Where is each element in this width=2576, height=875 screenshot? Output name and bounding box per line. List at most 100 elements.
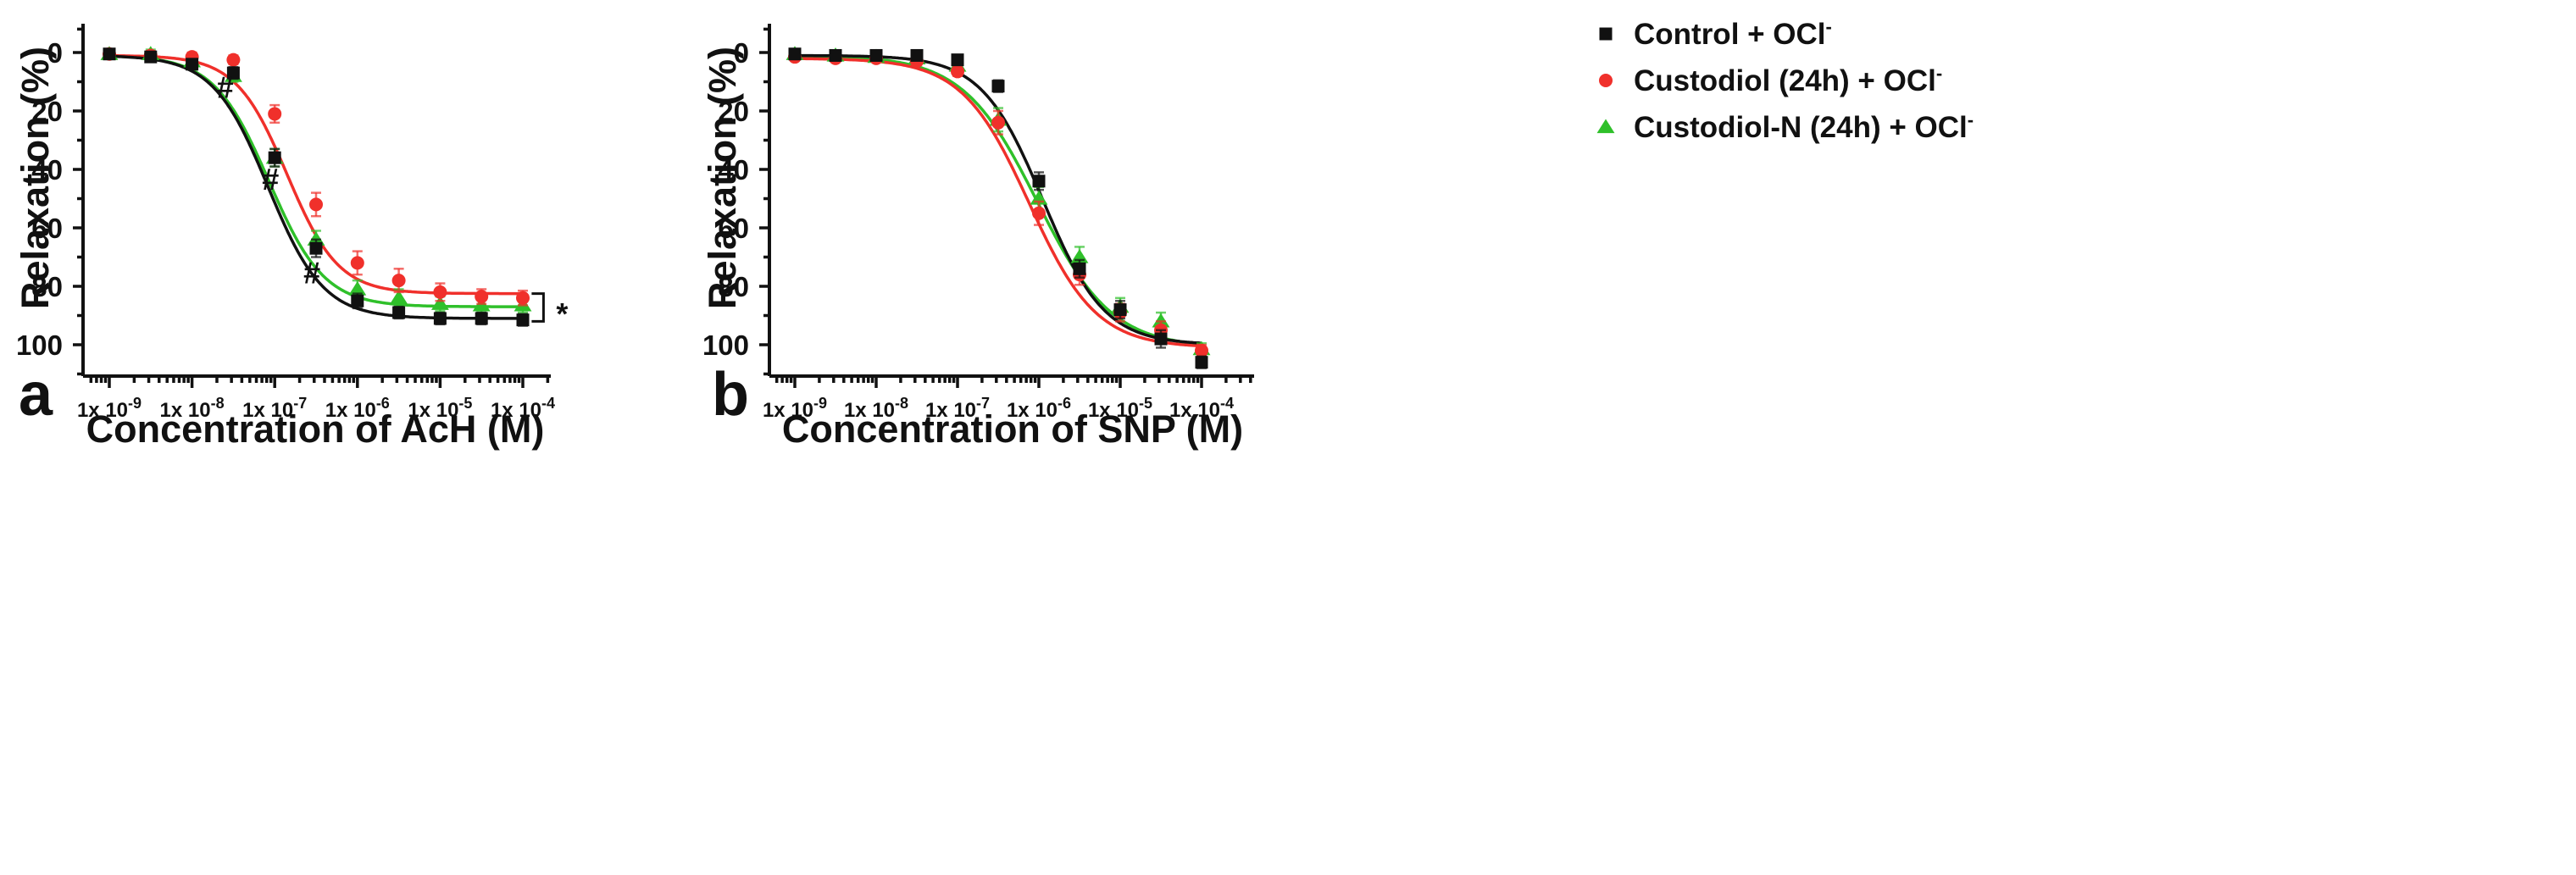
data-point	[951, 53, 964, 67]
data-point	[390, 290, 408, 304]
y-tick-label: 100	[702, 330, 749, 361]
x-tick-base: 1x 10	[1088, 399, 1139, 422]
x-axis-title: Concentration of SNP (M)	[782, 407, 1243, 451]
x-tick-base: 1x 10	[160, 399, 211, 422]
fit-curve-square	[108, 54, 523, 320]
y-axis-title: Relaxation (%)	[701, 47, 744, 309]
x-tick-base: 1x 10	[242, 399, 293, 422]
x-tick-label: 1x 10-9	[77, 395, 142, 422]
x-tick-label: 1x 10-8	[844, 395, 908, 422]
x-tick-label: 1x 10-7	[925, 395, 990, 422]
x-tick-label: 1x 10-4	[1169, 395, 1234, 422]
data-point	[144, 50, 158, 64]
data-point	[1154, 332, 1168, 346]
y-tick-label: 80	[718, 271, 749, 302]
legend-marker-triangle	[1596, 119, 1615, 134]
data-point	[226, 53, 241, 67]
series-circle	[788, 50, 1208, 358]
data-point	[103, 47, 116, 61]
x-tick-label: 1x 10-6	[1007, 395, 1071, 422]
panel-label: b	[712, 361, 749, 429]
x-axis-title: Concentration of AcH (M)	[86, 407, 545, 451]
data-point	[392, 306, 406, 319]
data-point	[991, 80, 1005, 93]
significance-mark: #	[262, 162, 279, 197]
x-tick-exponent: -6	[1058, 395, 1071, 412]
y-tick-label: 40	[718, 154, 749, 186]
data-point	[910, 48, 924, 62]
legend-superscript: -	[1826, 16, 1832, 37]
data-point	[1073, 262, 1086, 275]
x-tick-exponent: -6	[376, 395, 390, 412]
significance-mark: #	[303, 256, 320, 291]
data-point	[516, 291, 530, 305]
x-tick-exponent: -7	[293, 395, 307, 412]
x-tick-label: 1x 10-6	[325, 395, 390, 422]
x-tick-base: 1x 10	[325, 399, 376, 422]
x-tick-exponent: -8	[211, 395, 225, 412]
data-point	[475, 290, 489, 304]
data-point	[1113, 303, 1127, 317]
legend-label: Custodiol (24h) + OCl	[1634, 64, 1936, 97]
x-tick-base: 1x 10	[77, 399, 128, 422]
legend-entry: Custodiol (24h) + OCl-	[1634, 63, 1942, 97]
y-tick-label: 80	[31, 271, 63, 302]
y-tick-label: 0	[734, 37, 749, 69]
x-tick-exponent: -4	[1220, 395, 1234, 412]
y-tick-label: 60	[31, 213, 63, 244]
x-tick-exponent: -5	[458, 395, 472, 412]
series-square	[103, 47, 530, 327]
data-point	[268, 107, 282, 121]
data-point	[226, 66, 240, 80]
fit-curve-triangle	[795, 54, 1202, 346]
significance-star: *	[556, 296, 568, 331]
data-point	[433, 285, 447, 299]
x-tick-label: 1x 10-7	[242, 395, 307, 422]
fit-curve-square	[795, 53, 1202, 345]
data-point	[186, 58, 199, 71]
y-tick-label: 20	[31, 96, 63, 127]
x-tick-base: 1x 10	[1169, 399, 1220, 422]
data-point	[430, 296, 449, 310]
data-point	[516, 313, 530, 327]
data-point	[391, 274, 406, 288]
data-point	[309, 197, 323, 212]
legend-superscript: -	[1936, 63, 1942, 84]
x-tick-base: 1x 10	[844, 399, 895, 422]
significance-mark: #	[217, 69, 234, 104]
data-point	[268, 151, 281, 164]
x-tick-label: 1x 10-5	[1088, 395, 1152, 422]
x-tick-base: 1x 10	[491, 399, 541, 422]
x-tick-exponent: -8	[895, 395, 908, 412]
y-tick-label: 0	[47, 37, 63, 69]
data-point	[1032, 174, 1046, 188]
x-tick-exponent: -7	[976, 395, 990, 412]
x-tick-exponent: -9	[813, 395, 827, 412]
legend-marker-circle	[1599, 74, 1613, 87]
y-axis-title: Relaxation (%)	[14, 47, 57, 309]
data-point	[351, 294, 364, 307]
data-point	[829, 48, 842, 62]
x-tick-exponent: -4	[541, 395, 555, 412]
legend-superscript: -	[1968, 109, 1974, 130]
data-point	[1195, 343, 1208, 357]
series-square	[788, 47, 1208, 369]
x-tick-base: 1x 10	[1007, 399, 1058, 422]
data-point	[433, 312, 447, 325]
data-point	[350, 256, 364, 270]
y-tick-label: 20	[718, 96, 749, 127]
data-point	[1195, 356, 1208, 369]
x-tick-label: 1x 10-4	[491, 395, 555, 422]
data-point	[951, 64, 964, 79]
x-tick-exponent: -5	[1139, 395, 1152, 412]
data-point	[1032, 206, 1046, 220]
y-tick-label: 40	[31, 154, 63, 186]
y-tick-label: 100	[16, 330, 63, 361]
data-point	[348, 280, 367, 296]
legend-label: Control + OCl	[1634, 18, 1826, 51]
panel-label: a	[19, 361, 53, 429]
x-tick-label: 1x 10-8	[160, 395, 225, 422]
data-point	[475, 312, 488, 325]
